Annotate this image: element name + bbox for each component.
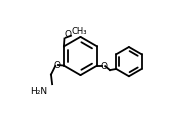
Text: CH₃: CH₃ — [71, 27, 87, 36]
Text: O: O — [100, 61, 107, 70]
Text: O: O — [65, 30, 72, 39]
Text: H₂N: H₂N — [30, 86, 48, 95]
Text: O: O — [53, 60, 60, 69]
